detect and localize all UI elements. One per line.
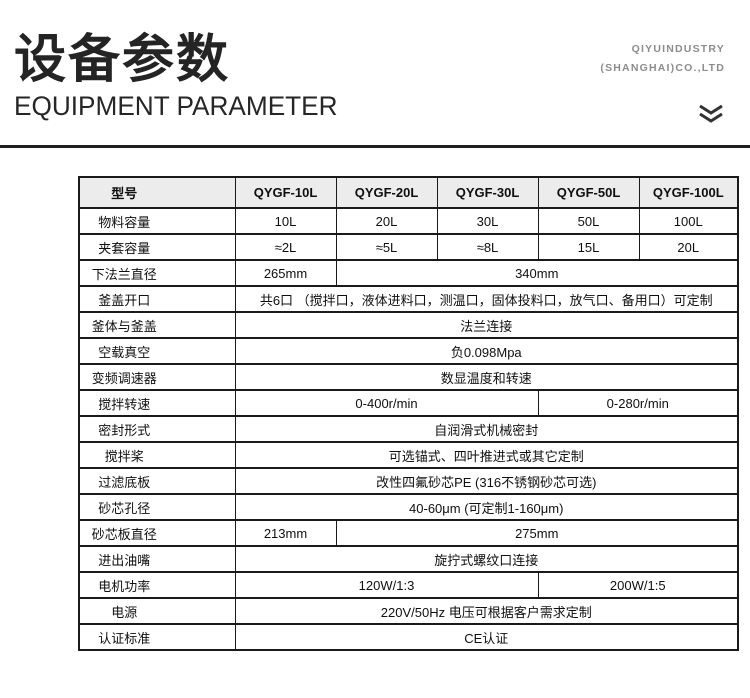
table-row: 搅拌转速 0-400r/min 0-280r/min [78,389,739,417]
table-row: 过滤底板 改性四氟砂芯PE (316不锈钢砂芯可选) [78,467,739,495]
table-row: 电机功率 120W/1:3 200W/1:5 [78,571,739,599]
column-header-qygf-100l: QYGF-100L [638,176,739,209]
row-label: 釜体与釜盖 [78,311,236,339]
row-label: 密封形式 [78,415,236,443]
double-chevron-down-icon [696,104,726,124]
table-cell: 0-400r/min [234,389,539,417]
table-cell: 20L [335,207,438,235]
page-title: 设备参数 [14,31,231,89]
table-row: 进出油嘴 旋拧式螺纹口连接 [78,545,739,573]
table-row: 砂芯孔径 40-60μm (可定制1-160μm) [78,493,739,521]
row-label: 电机功率 [78,571,236,599]
column-header-qygf-20l: QYGF-20L [335,176,438,209]
row-label: 搅拌桨 [78,441,236,469]
table-cell: 40-60μm (可定制1-160μm) [234,493,739,521]
column-header-qygf-50l: QYGF-50L [537,176,640,209]
table-cell: 265mm [234,259,337,287]
table-row: 电源 220V/50Hz 电压可根据客户需求定制 [78,597,739,625]
table-cell: 275mm [335,519,739,547]
row-label: 进出油嘴 [78,545,236,573]
company-name: QIYUINDUSTRY (SHANGHAI)CO.,LTD [600,40,725,78]
table-cell: 120W/1:3 [234,571,539,599]
table-row: 物料容量 10L 20L 30L 50L 100L [78,207,739,235]
table-cell: 数显温度和转速 [234,363,739,391]
table-cell: 100L [638,207,739,235]
table-cell: 法兰连接 [234,311,739,339]
table-cell: 20L [638,233,739,261]
row-label: 砂芯孔径 [78,493,236,521]
table-cell: ≈5L [335,233,438,261]
page-title-block: 设备参数 EQUIPMENT PARAMETER [14,33,348,120]
header-divider [0,145,750,148]
table-row: 下法兰直径 265mm 340mm [78,259,739,287]
row-label: 认证标准 [78,623,236,651]
page-subtitle: EQUIPMENT PARAMETER [14,90,338,121]
table-row: 釜体与釜盖 法兰连接 [78,311,739,339]
column-header-qygf-10l: QYGF-10L [234,176,337,209]
table-cell: 10L [234,207,337,235]
row-label: 砂芯板直径 [78,519,236,547]
row-label: 变频调速器 [78,363,236,391]
column-header-qygf-30l: QYGF-30L [436,176,539,209]
row-label: 下法兰直径 [78,259,236,287]
row-label: 搅拌转速 [78,389,236,417]
table-cell: 15L [537,233,640,261]
table-cell: 340mm [335,259,739,287]
table-row: 密封形式 自润滑式机械密封 [78,415,739,443]
column-header-model: 型号 [78,176,236,209]
table-row: 认证标准 CE认证 [78,623,739,651]
row-label: 过滤底板 [78,467,236,495]
company-name-line1: QIYUINDUSTRY [631,43,725,55]
table-cell: 220V/50Hz 电压可根据客户需求定制 [234,597,739,625]
table-cell: 共6口 （搅拌口，液体进料口，测温口，固体投料口，放气口、备用口）可定制 [234,285,739,313]
row-label: 空载真空 [78,337,236,365]
row-label: 夹套容量 [78,233,236,261]
table-row: 变频调速器 数显温度和转速 [78,363,739,391]
table-cell: 旋拧式螺纹口连接 [234,545,739,573]
table-cell: 自润滑式机械密封 [234,415,739,443]
table-cell: 50L [537,207,640,235]
table-cell: 改性四氟砂芯PE (316不锈钢砂芯可选) [234,467,739,495]
table-cell: 负0.098Mpa [234,337,739,365]
table-cell: 213mm [234,519,337,547]
table-cell: 可选锚式、四叶推进式或其它定制 [234,441,739,469]
table-row: 釜盖开口 共6口 （搅拌口，液体进料口，测温口，固体投料口，放气口、备用口）可定… [78,285,739,313]
row-label: 物料容量 [78,207,236,235]
table-cell: 30L [436,207,539,235]
table-header-row: 型号 QYGF-10L QYGF-20L QYGF-30L QYGF-50L Q… [78,176,739,209]
company-name-line2: (SHANGHAI)CO.,LTD [600,61,725,74]
table-row: 搅拌桨 可选锚式、四叶推进式或其它定制 [78,441,739,469]
table-row: 空载真空 负0.098Mpa [78,337,739,365]
table-cell: 0-280r/min [537,389,739,417]
table-cell: 200W/1:5 [537,571,739,599]
table-row: 砂芯板直径 213mm 275mm [78,519,739,547]
table-row: 夹套容量 ≈2L ≈5L ≈8L 15L 20L [78,233,739,261]
equipment-parameter-table: 型号 QYGF-10L QYGF-20L QYGF-30L QYGF-50L Q… [78,176,739,651]
table-cell: ≈8L [436,233,539,261]
table-cell: CE认证 [234,623,739,651]
table-cell: ≈2L [234,233,337,261]
row-label: 电源 [78,597,236,625]
row-label: 釜盖开口 [78,285,236,313]
